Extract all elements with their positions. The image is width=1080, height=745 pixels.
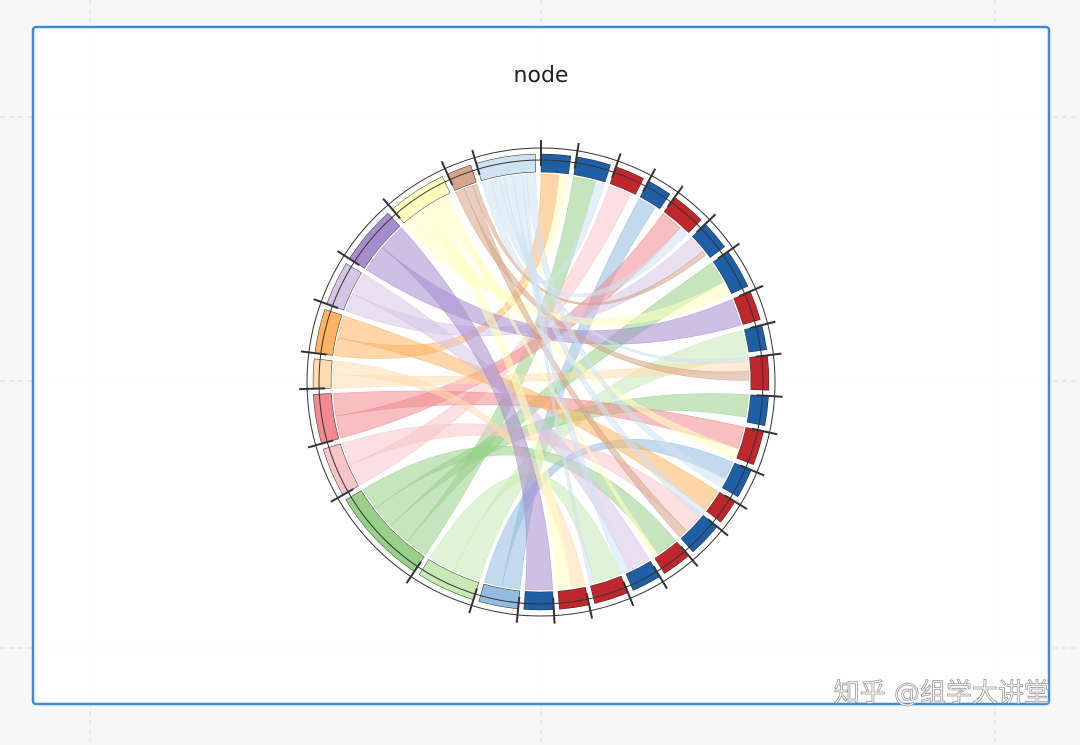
node-arc xyxy=(663,196,702,234)
node-boundary-tick xyxy=(738,284,764,298)
watermark: 知乎 @组学大讲堂 xyxy=(834,679,1050,709)
node-boundary-tick xyxy=(585,592,594,619)
node-boundary-tick xyxy=(382,197,401,219)
chord xyxy=(381,227,553,591)
node-arc xyxy=(639,180,671,210)
node-arc xyxy=(706,491,736,523)
outer-ring xyxy=(306,147,776,617)
chord xyxy=(526,173,726,488)
node-boundary-tick xyxy=(724,494,748,510)
node-boundary-tick xyxy=(405,561,422,584)
node-arc xyxy=(680,514,718,553)
node-arc xyxy=(348,212,401,269)
node-boundary-tick xyxy=(739,464,765,477)
node-boundary-tick xyxy=(751,427,778,436)
node-arc xyxy=(746,394,769,426)
node-arc xyxy=(692,223,726,258)
node-arc xyxy=(345,490,425,572)
node-arc xyxy=(557,586,590,610)
node-arc xyxy=(523,591,555,611)
panel xyxy=(31,25,1051,706)
chart-title: node xyxy=(514,63,569,88)
node-boundary-tick xyxy=(300,350,327,356)
node-boundary-tick xyxy=(756,394,783,398)
node-arc xyxy=(540,153,572,175)
node-boundary-tick xyxy=(642,168,657,193)
chord xyxy=(521,174,595,585)
node-boundary-tick xyxy=(622,581,635,607)
node-boundary-tick xyxy=(330,488,354,503)
node-boundary-tick xyxy=(749,320,776,330)
node-arc xyxy=(478,583,521,610)
node-arc xyxy=(314,309,343,356)
node-boundary-tick xyxy=(652,565,668,590)
chord xyxy=(463,185,687,538)
node-boundary-tick xyxy=(299,387,326,391)
node-arc xyxy=(590,575,629,604)
node-boundary-tick xyxy=(471,149,481,176)
node-boundary-tick xyxy=(666,185,684,208)
node-arc xyxy=(733,291,761,325)
node-arc xyxy=(749,355,770,391)
node-boundary-tick xyxy=(707,518,729,537)
node-arc xyxy=(391,176,451,224)
node-boundary-tick xyxy=(440,160,454,186)
node-boundary-tick xyxy=(307,439,334,449)
node-boundary-tick xyxy=(313,298,339,310)
node-boundary-tick xyxy=(755,352,782,358)
node-arc xyxy=(744,324,767,353)
node-arc xyxy=(313,393,340,444)
chord xyxy=(362,445,677,555)
node-boundary-tick xyxy=(468,587,478,614)
node-boundary-tick xyxy=(717,242,741,260)
arcs xyxy=(299,140,783,624)
node-boundary-tick xyxy=(515,596,521,623)
node-boundary-tick xyxy=(336,250,360,266)
node-boundary-tick xyxy=(611,153,622,179)
chord xyxy=(442,196,658,558)
node-boundary-tick xyxy=(696,213,717,234)
node-arc xyxy=(312,358,333,390)
chord xyxy=(422,202,572,590)
node-arc xyxy=(712,251,749,295)
chords xyxy=(332,173,750,591)
node-boundary-tick xyxy=(680,545,699,568)
outer-ring xyxy=(318,159,764,605)
node-arc xyxy=(654,541,690,574)
node-arc xyxy=(736,427,764,466)
node-arc xyxy=(573,156,611,183)
node-arc xyxy=(447,164,477,191)
chord xyxy=(472,183,707,306)
node-boundary-tick xyxy=(552,597,556,624)
node-boundary-tick xyxy=(573,142,580,169)
